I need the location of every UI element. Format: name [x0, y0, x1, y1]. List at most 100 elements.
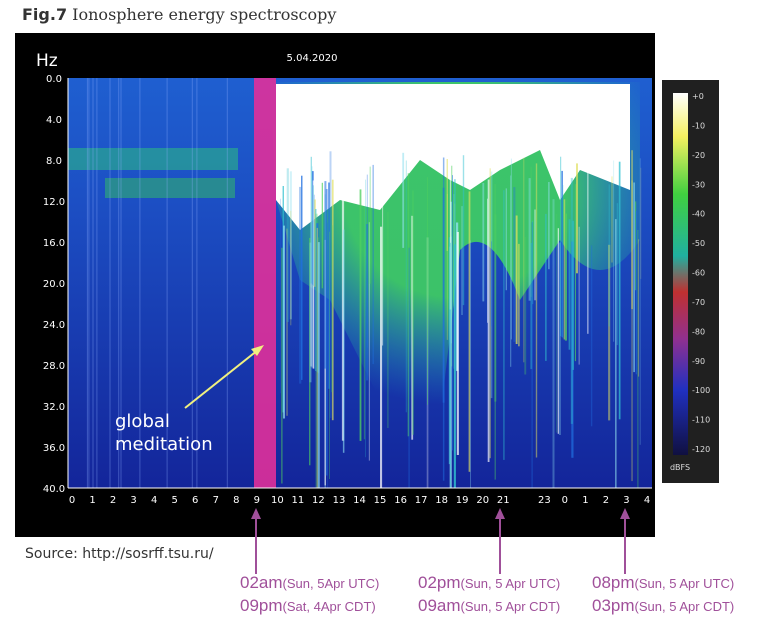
stripe [590, 245, 593, 427]
colorbar [673, 93, 688, 455]
marker-time: 03pm [592, 596, 635, 615]
marker-detail: (Sun, 5 Apr UTC) [461, 576, 561, 591]
marker-text: 02am(Sun, 5Apr UTC) [240, 573, 379, 592]
stripe [427, 177, 428, 405]
stripe [534, 209, 536, 301]
colorbar-label: -20 [692, 151, 705, 160]
stripe [523, 157, 525, 363]
marker-time: 09pm [240, 596, 283, 615]
x-label: 10 [271, 495, 284, 506]
stripe [462, 155, 465, 306]
colorbar-label: -30 [692, 180, 705, 189]
marker-time: 08pm [592, 573, 635, 592]
stripe [640, 167, 642, 279]
x-label: 4 [644, 495, 650, 506]
colorbar-label: -100 [692, 386, 710, 395]
stripe [446, 193, 448, 340]
stripe [530, 242, 533, 370]
stripe [382, 185, 384, 346]
stripe [450, 201, 452, 488]
stripe [568, 219, 571, 350]
stripe [329, 231, 330, 479]
stripe [331, 179, 334, 421]
stripe [564, 213, 567, 341]
stripe [286, 228, 288, 416]
x-label: 9 [254, 495, 260, 506]
stripe [321, 182, 323, 289]
colorbar-label: -90 [692, 357, 705, 366]
x-label: 2 [110, 495, 116, 506]
colorbar-label: -60 [692, 269, 705, 278]
x-label: 3 [130, 495, 136, 506]
stripe [407, 173, 410, 437]
colorbar-unit: dBFS [670, 463, 690, 472]
colorbar-label: -10 [692, 121, 705, 130]
stripe [639, 158, 641, 445]
x-label: 1 [582, 495, 588, 506]
stripe [513, 187, 516, 342]
colorbar-label: -40 [692, 210, 705, 219]
marker-time: 02pm [418, 573, 461, 592]
stripe [315, 209, 317, 371]
stripe [363, 206, 365, 440]
x-label: 18 [435, 495, 448, 506]
x-label: 15 [374, 495, 387, 506]
stripe [631, 180, 633, 482]
stripe [611, 176, 613, 263]
marker-detail: (Sun, 5 Apr CDT) [461, 599, 561, 614]
marker-arrowhead [495, 508, 505, 519]
stripe [531, 222, 533, 488]
colorbar-label: -50 [692, 239, 705, 248]
stripe [482, 183, 485, 302]
x-label: 2 [603, 495, 609, 506]
x-label: 13 [333, 495, 346, 506]
stripe [545, 213, 547, 361]
x-label: 21 [497, 495, 510, 506]
stripe [613, 160, 615, 342]
stripe [524, 237, 527, 375]
x-label: 0 [562, 495, 568, 506]
stripe [196, 78, 198, 488]
stripe [510, 175, 512, 367]
stripe [518, 243, 520, 347]
stripe [281, 247, 283, 484]
stripe [631, 150, 633, 310]
y-label: 32.0 [43, 402, 65, 413]
stripe [461, 206, 463, 315]
stripe [528, 178, 531, 301]
stripe [635, 210, 637, 375]
stripe [411, 190, 414, 435]
y-label: 28.0 [43, 361, 65, 372]
stripe [380, 226, 383, 488]
energy-saturation [276, 84, 630, 230]
marker-arrowhead [251, 508, 261, 519]
stripe [286, 168, 289, 322]
stripe [505, 188, 507, 291]
band [68, 148, 238, 170]
stripe [576, 163, 578, 274]
annotation-arrow [184, 349, 259, 409]
meditation-band [254, 78, 276, 488]
stripe [309, 237, 311, 466]
stripe [572, 220, 574, 370]
unit-label: Hz [36, 51, 58, 71]
stripe [366, 174, 368, 348]
stripe [369, 166, 371, 284]
stripe [402, 152, 405, 248]
stripe [563, 199, 566, 340]
stripe [532, 220, 534, 305]
stripe [490, 171, 493, 399]
y-label: 0.0 [46, 74, 62, 85]
stripe [635, 201, 637, 291]
stripe [452, 175, 453, 451]
x-labels: 0 1 2 3 4 5 6 7 8 9 10 11 12 13 14 15 16 17 18 19 20 21 23 0 1 2 3… [69, 495, 650, 506]
x-label: 12 [312, 495, 325, 506]
y-label: 16.0 [43, 238, 65, 249]
stripe [283, 225, 285, 419]
stripe [309, 242, 312, 383]
stripe [88, 78, 90, 488]
stripe [574, 184, 576, 362]
stripe [608, 184, 610, 327]
x-label: 5 [171, 495, 177, 506]
marker-detail: (Sun, 5 Apr UTC) [635, 576, 735, 591]
